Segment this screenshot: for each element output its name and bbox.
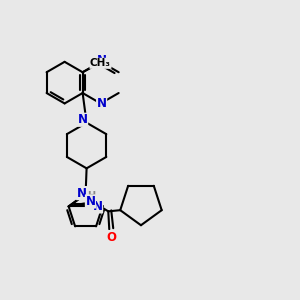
Text: N: N — [76, 187, 87, 200]
Text: N: N — [78, 113, 88, 126]
Text: N: N — [93, 200, 103, 213]
Text: N: N — [85, 195, 95, 208]
Text: H: H — [87, 190, 95, 200]
Text: CH₃: CH₃ — [90, 58, 111, 68]
Text: N: N — [97, 54, 106, 67]
Text: O: O — [106, 231, 116, 244]
Text: N: N — [97, 97, 106, 110]
